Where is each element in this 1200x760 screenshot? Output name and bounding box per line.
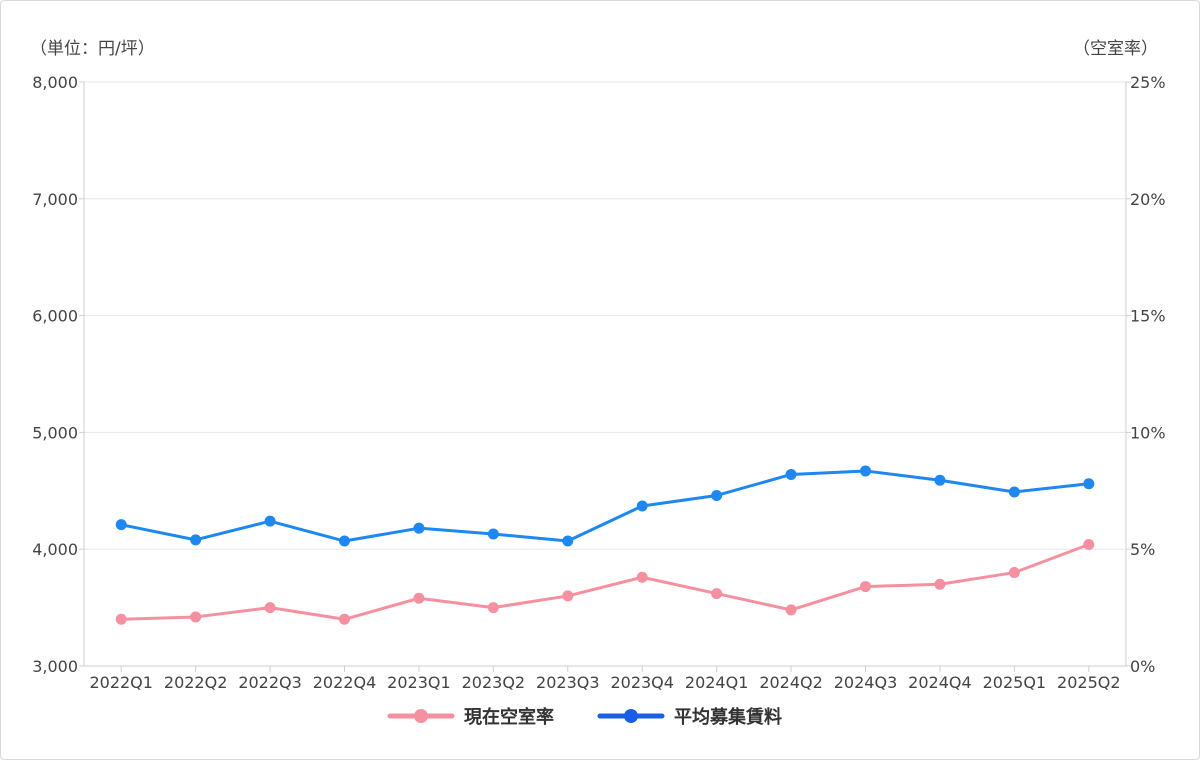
series-2 bbox=[115, 465, 1095, 547]
data-point bbox=[711, 489, 723, 501]
x-tick-label: 2024Q2 bbox=[759, 673, 823, 692]
left-tick-label: 6,000 bbox=[32, 307, 78, 326]
right-tick-label: 25% bbox=[1130, 73, 1166, 92]
data-point bbox=[1083, 478, 1095, 490]
data-point bbox=[413, 522, 425, 534]
left-axis-ticks: 3,000 4,000 5,000 6,000 7,000 8,000 bbox=[32, 73, 78, 676]
data-point bbox=[711, 588, 723, 600]
data-point bbox=[785, 604, 797, 616]
series-1 bbox=[115, 539, 1095, 625]
right-tick-label: 0% bbox=[1130, 657, 1155, 676]
x-tick-label: 2022Q4 bbox=[313, 673, 377, 692]
x-tick-label: 2025Q2 bbox=[1057, 673, 1121, 692]
x-tick-label: 2023Q4 bbox=[610, 673, 674, 692]
left-tick-label: 8,000 bbox=[32, 73, 78, 92]
data-point bbox=[115, 613, 127, 625]
data-point bbox=[934, 578, 946, 590]
data-point bbox=[562, 590, 574, 602]
data-point bbox=[487, 602, 499, 614]
x-tick-label: 2022Q1 bbox=[89, 673, 153, 692]
right-tick-label: 20% bbox=[1130, 190, 1166, 209]
legend-marker bbox=[414, 709, 428, 723]
data-point bbox=[636, 500, 648, 512]
legend: 現在空室率 平均募集賃料 bbox=[387, 706, 782, 728]
x-tick-label: 2023Q2 bbox=[462, 673, 526, 692]
right-unit-label: （空室率） bbox=[1073, 39, 1158, 59]
left-tick-label: 5,000 bbox=[32, 423, 78, 442]
right-axis-ticks: 0% 5% 10% 15% 20% 25% bbox=[1130, 73, 1166, 676]
data-point bbox=[860, 465, 871, 477]
right-tick-label: 5% bbox=[1130, 540, 1155, 559]
x-tick-label: 2025Q1 bbox=[983, 673, 1047, 692]
axes bbox=[79, 81, 1131, 672]
left-tick-label: 4,000 bbox=[32, 540, 78, 559]
left-tick-label: 7,000 bbox=[32, 190, 78, 209]
x-axis-ticks: 2022Q1 2022Q2 2022Q3 2022Q4 2023Q1 2023Q2 2023… bbox=[89, 673, 1120, 692]
data-point bbox=[1008, 567, 1020, 579]
x-tick-label: 2023Q1 bbox=[387, 673, 451, 692]
legend-item-1: 現在空室率 bbox=[387, 706, 554, 728]
x-tick-label: 2022Q3 bbox=[238, 673, 302, 692]
data-point bbox=[190, 534, 202, 546]
legend-label: 現在空室率 bbox=[464, 706, 554, 728]
x-tick-label: 2024Q1 bbox=[685, 673, 749, 692]
data-point bbox=[562, 535, 574, 547]
grid-lines bbox=[84, 81, 1126, 550]
legend-label: 平均募集賃料 bbox=[674, 706, 782, 728]
data-point bbox=[1083, 539, 1095, 551]
left-unit-label: （単位：円/坪） bbox=[30, 39, 155, 59]
x-tick-label: 2023Q3 bbox=[536, 673, 600, 692]
data-point bbox=[860, 581, 871, 593]
right-tick-label: 15% bbox=[1130, 307, 1166, 326]
data-point bbox=[339, 535, 350, 547]
series-line bbox=[121, 543, 1090, 621]
series-line bbox=[120, 469, 1089, 543]
right-tick-label: 10% bbox=[1130, 423, 1166, 442]
data-point bbox=[115, 519, 127, 531]
legend-item-2: 平均募集賃料 bbox=[597, 706, 782, 728]
data-point bbox=[339, 613, 350, 625]
series-group bbox=[115, 465, 1095, 625]
data-point bbox=[487, 528, 499, 540]
data-point bbox=[636, 571, 648, 583]
data-point bbox=[264, 515, 276, 527]
data-point bbox=[934, 474, 946, 486]
data-point bbox=[264, 602, 276, 614]
x-tick-label: 2024Q4 bbox=[908, 673, 972, 692]
x-tick-label: 2022Q2 bbox=[164, 673, 228, 692]
data-point bbox=[1008, 486, 1020, 498]
x-tick-label: 2024Q3 bbox=[834, 673, 898, 692]
data-point bbox=[413, 592, 425, 604]
data-point bbox=[785, 468, 797, 480]
legend-marker bbox=[624, 709, 638, 723]
left-tick-label: 3,000 bbox=[32, 657, 78, 676]
data-point bbox=[190, 611, 202, 623]
